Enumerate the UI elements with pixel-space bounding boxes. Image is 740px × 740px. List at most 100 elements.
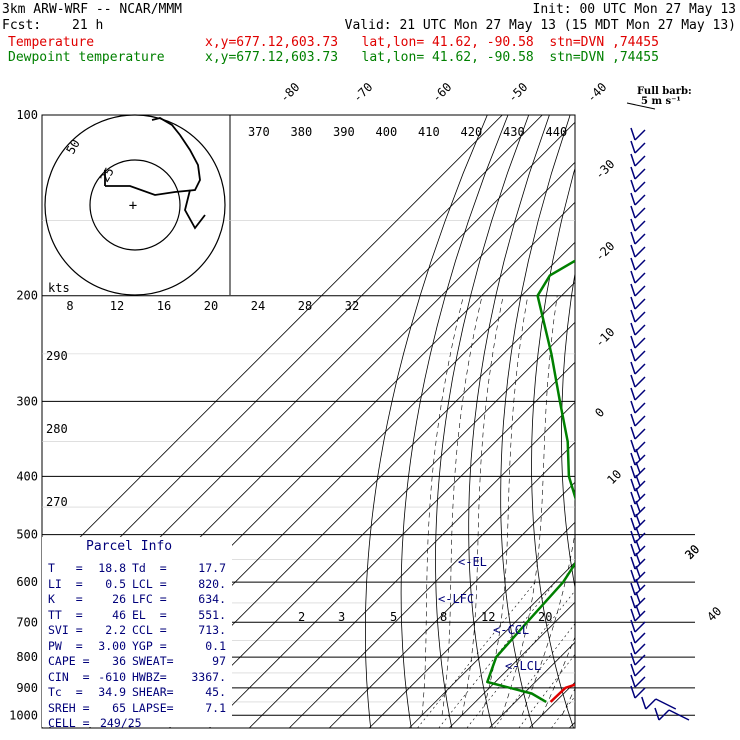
theta-label: 430 [503,125,525,139]
parcel-info-cell: LAPSE= [132,700,174,715]
pressure-label: 500 [16,528,38,542]
wind-barb [654,707,690,721]
barb-legend-unit: 5 m s⁻¹ [641,96,681,107]
isotherm-line [248,401,575,729]
wind-barb-flag [630,140,636,154]
wind-barb-flag [635,565,641,578]
parcel-info-cell: 18.8 [98,561,126,575]
dry-adiabat-line [435,115,530,729]
wind-barb-shaft [655,698,677,710]
wind-barb [630,283,646,297]
wind-barb-shaft [634,220,646,232]
wind-barb-flag [630,478,636,492]
wind-barb-flag [635,500,641,513]
wind-barb-flag [635,539,641,552]
parcel-info-cell: SVI = [48,623,83,637]
temperature-legend: Temperature [8,35,95,50]
moist-adiabat-line [481,295,529,716]
wind-barb-shaft [634,181,646,193]
wind-barb-flag [630,153,636,167]
mixing-ratio-label: 20 [538,610,552,624]
wind-barb-shaft [645,698,657,710]
wind-barb-flag [630,205,636,219]
wind-barb-flag [630,517,636,531]
dry-adiabat-line [365,115,488,729]
wind-barb [630,439,646,453]
wind-barb [630,140,646,154]
wind-barb-flag [630,491,636,505]
parcel-info-cell: 17.7 [198,561,226,575]
wind-barb-flag [635,448,641,461]
hodograph-trace [104,117,201,196]
wind-barb [630,205,646,219]
hodograph-ring-label: 50 [63,137,82,157]
parcel-info-cell: 3.00 [98,638,126,653]
wind-barb-flag [630,166,636,180]
parcel-marker: <-CCL [493,623,529,637]
dry-adiabat-line [531,167,575,729]
wind-barb-shaft [634,621,646,633]
theta-label: 370 [248,125,270,139]
parcel-info-cell: 97 [212,654,226,668]
wind-barb-flag [630,244,636,258]
wind-barb [630,335,646,349]
parcel-info-cell: TT = [48,607,83,622]
wind-barb-shaft [634,415,646,427]
isotherm-line [689,115,740,728]
wind-barb-flag [630,543,636,557]
dry-adiabat-line [468,115,550,729]
parcel-info-cell: 820. [198,576,226,591]
wind-barb-shaft [634,350,646,362]
wind-barb-flag [630,569,636,583]
wind-barb-flag [630,582,636,596]
parcel-info-cell: LI = [48,576,83,591]
wind-barb-shaft [634,194,646,206]
moist-adiabat-line [541,636,575,716]
mixing-ratio-line [417,581,536,729]
wind-barb [630,179,646,193]
parcel-info-cell: YGP = [132,638,167,653]
wind-barb-flag [635,513,641,526]
hodograph-speed-label: 8 [66,299,73,313]
barb-legend-line [626,102,656,110]
wind-barb-flag [635,474,641,487]
wind-barb-flag [630,465,636,479]
pressure-label: 400 [16,469,38,483]
wind-barb-flag [630,296,636,310]
wind-barb [630,578,646,596]
wind-barb-flag [630,608,636,622]
wind-barb-flag [630,387,636,401]
wind-barb-flag [630,663,636,677]
wind-barb-shaft [634,402,646,414]
wind-barb [630,270,646,284]
forecast-hour: 21 h [72,18,104,33]
wind-barb-flag [635,461,641,474]
hodograph-ring-label: 25 [97,165,116,185]
temperature-tick-top: -70 [350,80,375,105]
parcel-info-cell: 249/25 [100,716,142,730]
wind-barb [630,296,646,310]
wind-barb [630,474,646,492]
wind-barb-flag [630,652,636,666]
wind-barb [630,413,646,427]
isotherm-line [568,721,575,729]
wind-barb [630,630,646,644]
temperature-tick-top: -50 [505,80,530,105]
wind-barb [630,591,646,609]
wind-barb-shaft [634,324,646,336]
wind-barbs [630,127,690,721]
parcel-marker: <-EL [458,555,487,569]
dry-adiabat-line [672,115,740,728]
temperature-tick-right: 30 [682,542,702,562]
wind-barb-flag [630,452,636,466]
isotherm-line [168,321,575,729]
wind-barb [630,257,646,271]
wind-barb [630,641,646,655]
temperature-tick-right: -10 [592,325,617,350]
wind-barb-flag [630,179,636,193]
isotherm-line [288,441,575,729]
wind-barb-flag [630,348,636,362]
wind-barb-shaft [634,155,646,167]
theta-e-label: 280 [46,422,68,436]
dry-adiabat-line [400,115,509,729]
